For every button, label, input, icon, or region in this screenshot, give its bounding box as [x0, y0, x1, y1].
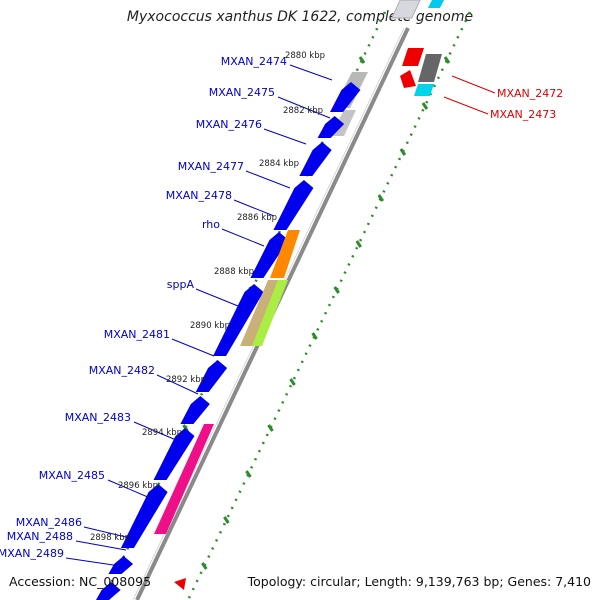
- gene-sppA-tan: [240, 280, 278, 346]
- gene-label-left: MXAN_2486: [16, 516, 82, 529]
- gene-label-left: MXAN_2482: [89, 364, 155, 377]
- genome-summary: Topology: circular; Length: 9,139,763 bp…: [247, 574, 591, 589]
- forward-gene: [213, 284, 264, 356]
- forward-gene: [195, 360, 228, 392]
- ruler-major-tick-right: [223, 516, 230, 524]
- accession-label: Accession: NC_008095: [9, 574, 152, 589]
- gene-label-connector: [75, 540, 127, 551]
- gene-label-connector: [171, 338, 215, 357]
- ruler-major-tick-right: [355, 240, 362, 248]
- ruler-major-tick-right: [311, 332, 318, 340]
- forward-gene: [120, 484, 168, 548]
- gene-rho: [270, 230, 300, 278]
- gene-label-connector: [245, 170, 291, 189]
- gene-mxan-2472-gray: [418, 54, 442, 82]
- gene-label-left: sppA: [167, 278, 195, 291]
- gene-label-right: MXAN_2473: [490, 108, 556, 121]
- gene-label-connector: [443, 96, 489, 115]
- ruler-major-tick-left: [358, 56, 366, 64]
- forward-gene: [317, 116, 345, 138]
- forward-gene: [180, 396, 210, 424]
- ruler-major-tick-right: [289, 378, 296, 386]
- tick-label: 2884 kbp: [259, 159, 299, 169]
- tick-label: 2882 kbp: [283, 106, 323, 116]
- ruler-major-tick-right: [443, 56, 451, 64]
- gene-label-connector: [107, 479, 151, 499]
- gene-label-left: MXAN_2475: [209, 86, 275, 99]
- gene-label-connector: [65, 557, 121, 567]
- gene-label-left: MXAN_2488: [7, 530, 73, 543]
- forward-genes: [95, 82, 361, 600]
- forward-gene: [250, 232, 289, 278]
- gene-label-connector: [195, 288, 239, 307]
- gene-label-connector: [263, 128, 307, 145]
- feature-top-cyan: [428, 0, 444, 8]
- feature-top-gray: [391, 0, 421, 19]
- gene-label-connector: [233, 199, 275, 217]
- gene-red-arrow: [400, 70, 416, 88]
- ruler-line-right: [186, 11, 472, 600]
- gene-label-right: MXAN_2472: [497, 87, 563, 100]
- forward-gene: [330, 82, 361, 112]
- ruler-major-tick-right: [421, 102, 429, 110]
- gene-mxan-2473-cyan: [414, 84, 434, 96]
- gene-label-connector: [451, 75, 496, 94]
- gene-label-left: rho: [202, 218, 220, 231]
- forward-gene: [153, 428, 195, 480]
- tick-labels: 2880 kbp 2882 kbp 2884 kbp 2886 kbp 2888 kbp…: [90, 51, 325, 543]
- gene-label-left: MXAN_2474: [221, 55, 287, 68]
- tick-label: 2888 kbp: [214, 267, 254, 277]
- gene-label-connector: [133, 421, 177, 441]
- forward-gene: [108, 556, 134, 574]
- gene-sppA-green: [252, 280, 288, 346]
- tick-label: 2890 kbp: [190, 321, 230, 331]
- map-title: Myxococcus xanthus DK 1622, complete gen…: [126, 9, 474, 25]
- tick-label: 2886 kbp: [237, 213, 277, 223]
- gene-label-left: MXAN_2485: [39, 469, 105, 482]
- forward-gene: [299, 142, 332, 176]
- gene-label-connector: [277, 96, 331, 119]
- tick-label: 2880 kbp: [285, 51, 325, 61]
- gene-label-connector: [156, 374, 199, 395]
- ruler-major-tick-right: [333, 286, 340, 294]
- gene-label-left: MXAN_2478: [166, 189, 232, 202]
- gene-label-connector: [289, 64, 333, 81]
- tick-label: 2896 kbp: [118, 481, 158, 491]
- forward-gene: [273, 180, 314, 230]
- tick-label: 2898 kbp: [90, 533, 130, 543]
- tick-label: 2894 kbp: [142, 428, 182, 438]
- gene-red-bottom: [174, 578, 186, 590]
- gene-label-left: MXAN_2477: [178, 160, 244, 173]
- gene-mxan-2472-red: [402, 48, 424, 66]
- ruler-major-tick-right: [245, 470, 252, 478]
- gene-label-connector: [83, 526, 131, 539]
- left-label-connectors: MXAN_2474 MXAN_2475 MXAN_2476 MXAN_2477 MXAN…: [0, 55, 333, 567]
- gene-label-connector: [221, 228, 265, 247]
- tick-label: 2892 kbp: [166, 375, 206, 385]
- forward-gene: [95, 582, 121, 600]
- ruler-major-tick-right: [399, 148, 407, 156]
- right-label-connectors: MXAN_2472 MXAN_2473: [443, 75, 563, 121]
- ruler-major-tick-right: [267, 424, 274, 432]
- gene-label-left: MXAN_2483: [65, 411, 131, 424]
- gene-label-left: MXAN_2481: [104, 328, 170, 341]
- gene-label-left: MXAN_2476: [196, 118, 262, 131]
- ruler-major-tick-right: [201, 562, 208, 570]
- ruler-major-tick-right: [377, 194, 385, 202]
- gene-mxan-2483: [154, 424, 214, 534]
- gene-label-left: MXAN_2489: [0, 547, 64, 560]
